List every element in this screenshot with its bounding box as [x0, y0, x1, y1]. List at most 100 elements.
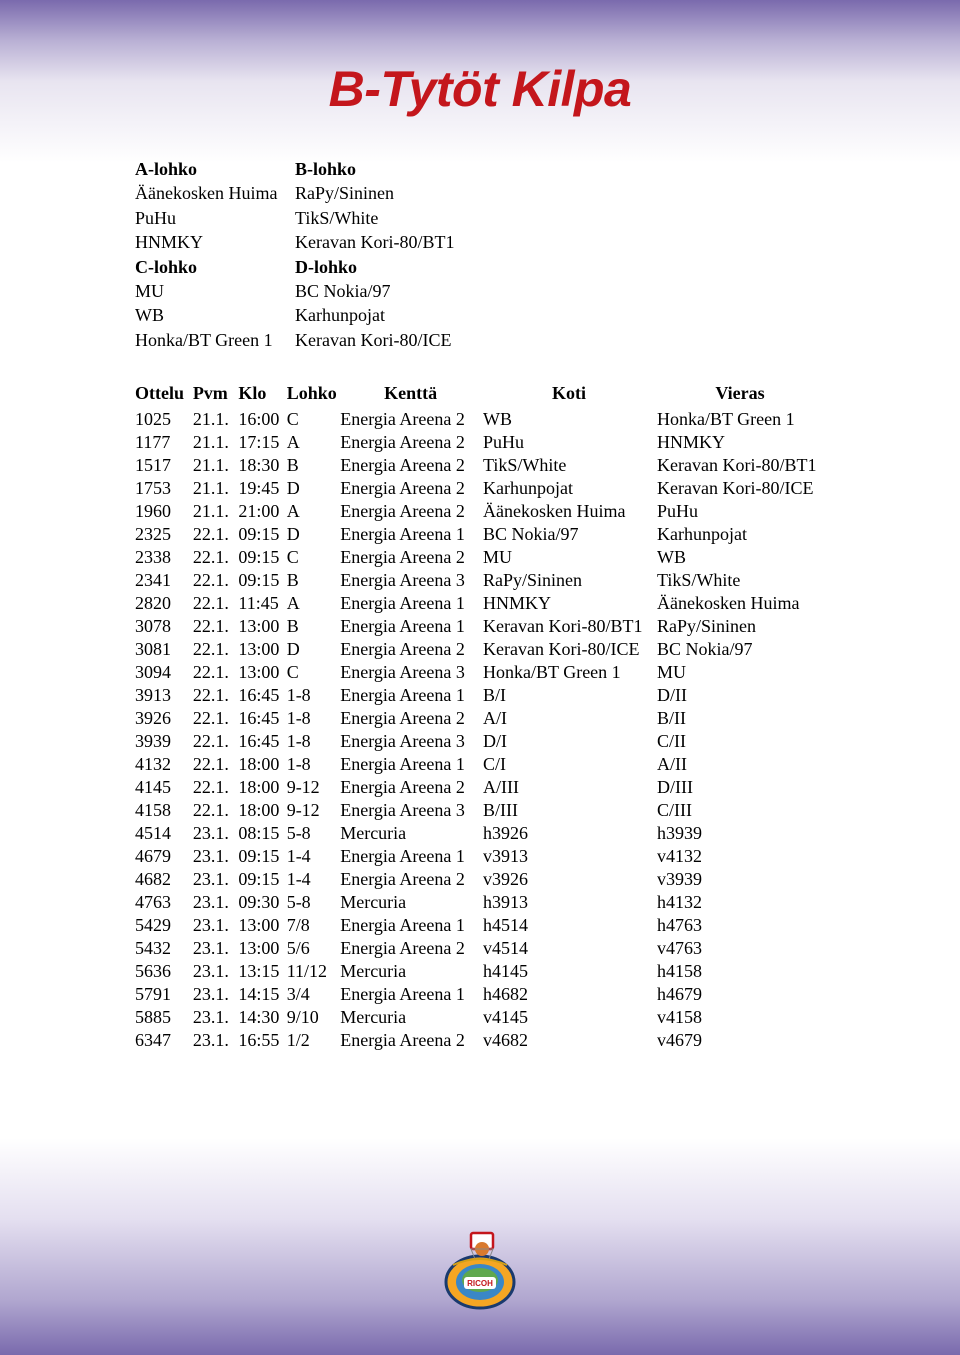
- cell-kentta: Mercuria: [340, 822, 483, 845]
- cell-koti: v4514: [483, 937, 657, 960]
- cell-koti: BC Nokia/97: [483, 523, 657, 546]
- cell-lohko: 3/4: [287, 983, 341, 1006]
- cell-pvm: 21.1.: [193, 408, 239, 431]
- cell-ottelu: 2341: [135, 569, 193, 592]
- cell-pvm: 23.1.: [193, 937, 239, 960]
- cell-klo: 18:00: [238, 799, 286, 822]
- cell-lohko: A: [287, 500, 341, 523]
- cell-kentta: Energia Areena 2: [340, 454, 483, 477]
- cell-vieras: A/II: [657, 753, 825, 776]
- group-a-team: PuHu: [135, 207, 295, 231]
- cell-vieras: RaPy/Sininen: [657, 615, 825, 638]
- cell-klo: 16:55: [238, 1029, 286, 1052]
- cell-kentta: Energia Areena 3: [340, 569, 483, 592]
- cell-lohko: 1-8: [287, 753, 341, 776]
- cell-klo: 09:30: [238, 891, 286, 914]
- group-d-header: D-lohko: [295, 256, 515, 280]
- cell-kentta: Energia Areena 2: [340, 1029, 483, 1052]
- cell-koti: Honka/BT Green 1: [483, 661, 657, 684]
- cell-pvm: 22.1.: [193, 615, 239, 638]
- cell-ottelu: 6347: [135, 1029, 193, 1052]
- schedule-row: 543223.1.13:005/6Energia Areena 2v4514v4…: [135, 937, 825, 960]
- cell-pvm: 23.1.: [193, 822, 239, 845]
- cell-pvm: 22.1.: [193, 592, 239, 615]
- schedule-row: 393922.1.16:451-8Energia Areena 3D/IC/II: [135, 730, 825, 753]
- schedule-row: 307822.1.13:00BEnergia Areena 1Keravan K…: [135, 615, 825, 638]
- cell-klo: 18:30: [238, 454, 286, 477]
- cell-kentta: Energia Areena 2: [340, 937, 483, 960]
- cell-klo: 13:00: [238, 661, 286, 684]
- cell-kentta: Mercuria: [340, 1006, 483, 1029]
- cell-lohko: B: [287, 615, 341, 638]
- cell-vieras: WB: [657, 546, 825, 569]
- group-b-team: Keravan Kori-80/BT1: [295, 231, 515, 255]
- cell-klo: 13:00: [238, 638, 286, 661]
- cell-pvm: 22.1.: [193, 799, 239, 822]
- cell-klo: 16:45: [238, 684, 286, 707]
- cell-klo: 09:15: [238, 546, 286, 569]
- cell-lohko: 1-8: [287, 684, 341, 707]
- cell-lohko: 7/8: [287, 914, 341, 937]
- cell-pvm: 22.1.: [193, 661, 239, 684]
- col-lohko: Lohko: [287, 383, 341, 408]
- cell-kentta: Energia Areena 2: [340, 408, 483, 431]
- cell-kentta: Energia Areena 2: [340, 707, 483, 730]
- cell-vieras: h4132: [657, 891, 825, 914]
- cell-vieras: B/II: [657, 707, 825, 730]
- col-vieras: Vieras: [657, 383, 825, 408]
- cell-koti: Äänekosken Huima: [483, 500, 657, 523]
- footer-logo: RICOH: [435, 1227, 525, 1317]
- cell-koti: h4145: [483, 960, 657, 983]
- cell-koti: v4682: [483, 1029, 657, 1052]
- schedule-row: 588523.1.14:309/10Mercuriav4145v4158: [135, 1006, 825, 1029]
- schedule-row: 542923.1.13:007/8Energia Areena 1h4514h4…: [135, 914, 825, 937]
- cell-klo: 14:30: [238, 1006, 286, 1029]
- cell-ottelu: 3926: [135, 707, 193, 730]
- cell-lohko: A: [287, 592, 341, 615]
- cell-vieras: v4763: [657, 937, 825, 960]
- cell-klo: 13:00: [238, 615, 286, 638]
- cell-vieras: Honka/BT Green 1: [657, 408, 825, 431]
- cell-ottelu: 5429: [135, 914, 193, 937]
- cell-kentta: Energia Areena 1: [340, 914, 483, 937]
- cell-koti: Karhunpojat: [483, 477, 657, 500]
- cell-kentta: Energia Areena 1: [340, 753, 483, 776]
- cell-pvm: 21.1.: [193, 500, 239, 523]
- cell-pvm: 22.1.: [193, 523, 239, 546]
- cell-klo: 08:15: [238, 822, 286, 845]
- cell-lohko: 1-8: [287, 730, 341, 753]
- cell-lohko: C: [287, 408, 341, 431]
- schedule-row: 467923.1.09:151-4Energia Areena 1v3913v4…: [135, 845, 825, 868]
- cell-vieras: C/II: [657, 730, 825, 753]
- cell-pvm: 23.1.: [193, 1006, 239, 1029]
- cell-koti: Keravan Kori-80/BT1: [483, 615, 657, 638]
- cell-pvm: 23.1.: [193, 1029, 239, 1052]
- cell-vieras: Äänekosken Huima: [657, 592, 825, 615]
- cell-ottelu: 2338: [135, 546, 193, 569]
- cell-koti: HNMKY: [483, 592, 657, 615]
- cell-koti: h4514: [483, 914, 657, 937]
- cell-vieras: Keravan Kori-80/BT1: [657, 454, 825, 477]
- page-title: B-Tytöt Kilpa: [135, 60, 825, 118]
- cell-vieras: v3939: [657, 868, 825, 891]
- col-klo: Klo: [238, 383, 286, 408]
- cell-lohko: 1/2: [287, 1029, 341, 1052]
- cell-ottelu: 4679: [135, 845, 193, 868]
- cell-klo: 16:45: [238, 707, 286, 730]
- cell-klo: 17:15: [238, 431, 286, 454]
- cell-koti: C/I: [483, 753, 657, 776]
- cell-vieras: Keravan Kori-80/ICE: [657, 477, 825, 500]
- cell-pvm: 22.1.: [193, 707, 239, 730]
- cell-pvm: 21.1.: [193, 477, 239, 500]
- cell-pvm: 23.1.: [193, 960, 239, 983]
- group-b-team: RaPy/Sininen: [295, 182, 515, 206]
- cell-ottelu: 5885: [135, 1006, 193, 1029]
- schedule-row: 634723.1.16:551/2Energia Areena 2v4682v4…: [135, 1029, 825, 1052]
- cell-ottelu: 1753: [135, 477, 193, 500]
- cell-kentta: Energia Areena 3: [340, 799, 483, 822]
- cell-ottelu: 5636: [135, 960, 193, 983]
- schedule-table: Ottelu Pvm Klo Lohko Kenttä Koti Vieras …: [135, 383, 825, 1052]
- cell-koti: MU: [483, 546, 657, 569]
- group-b-header: B-lohko: [295, 158, 515, 182]
- schedule-row: 563623.1.13:1511/12Mercuriah4145h4158: [135, 960, 825, 983]
